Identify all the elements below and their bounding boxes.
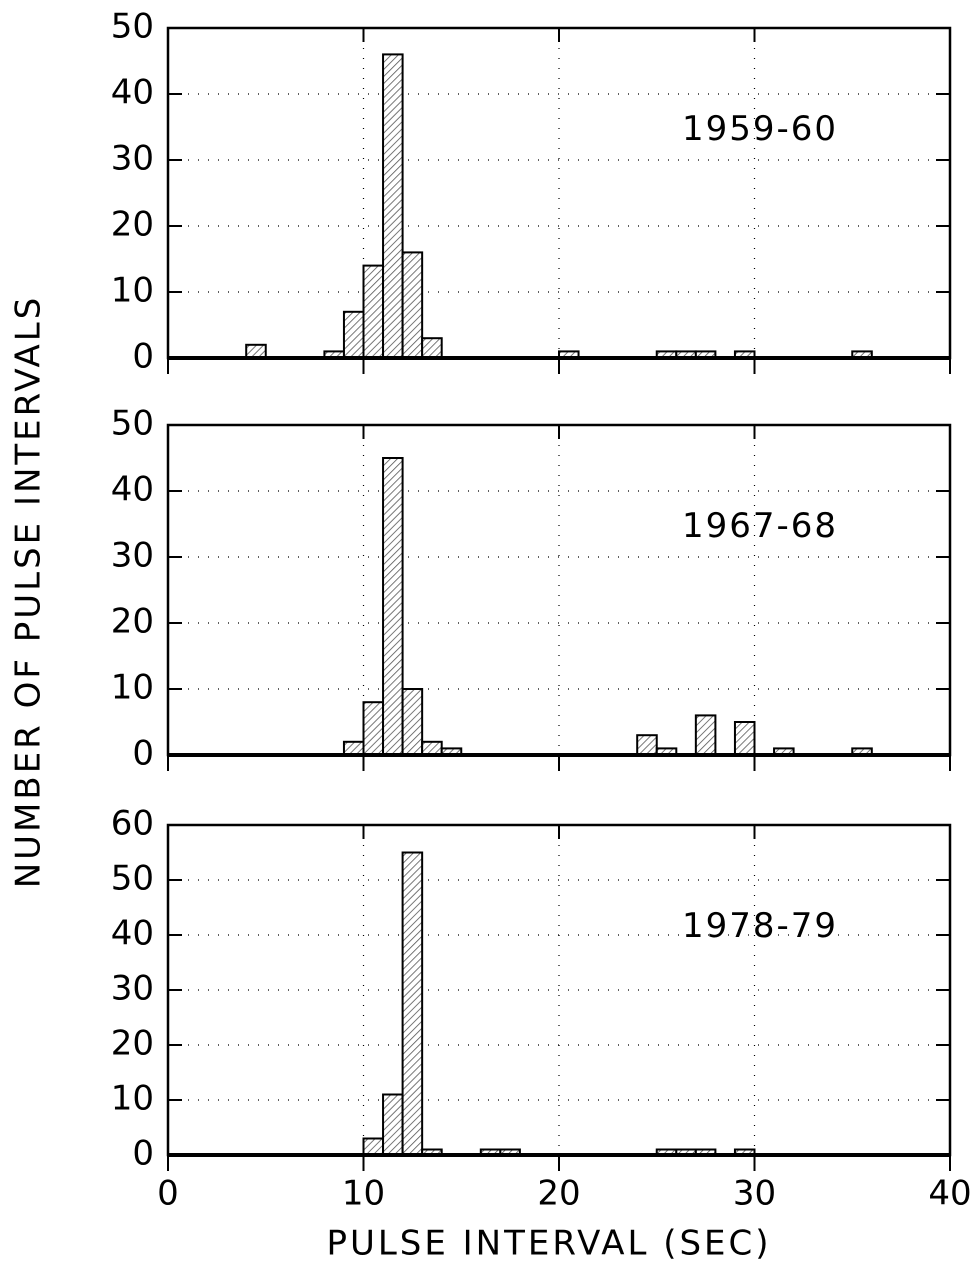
x-tick-label: 40 bbox=[928, 1174, 971, 1214]
panel-label: 1967-68 bbox=[682, 506, 838, 546]
y-tick-label: 50 bbox=[111, 404, 154, 444]
y-tick-label: 40 bbox=[111, 73, 154, 113]
y-tick-label: 40 bbox=[111, 470, 154, 510]
bar bbox=[382, 53, 404, 360]
panel-label: 1959-60 bbox=[682, 109, 838, 149]
y-tick-label: 20 bbox=[111, 1024, 154, 1064]
x-tick-label: 30 bbox=[733, 1174, 776, 1214]
y-tick-label: 60 bbox=[111, 804, 154, 844]
y-tick-label: 0 bbox=[132, 734, 154, 774]
y-tick-label: 10 bbox=[111, 1079, 154, 1119]
bar bbox=[362, 701, 385, 757]
panel-label: 1978-79 bbox=[682, 906, 838, 946]
y-tick-label: 50 bbox=[111, 859, 154, 899]
bar bbox=[694, 714, 717, 757]
y-tick-label: 10 bbox=[111, 271, 154, 311]
bar bbox=[733, 721, 756, 756]
bar bbox=[362, 1137, 385, 1156]
bar bbox=[401, 251, 424, 359]
y-tick-label: 50 bbox=[111, 7, 154, 47]
bar bbox=[636, 734, 658, 757]
y-tick-label: 30 bbox=[111, 969, 154, 1009]
y-tick-label: 30 bbox=[111, 139, 154, 179]
x-tick-label: 0 bbox=[157, 1174, 179, 1214]
x-tick-label: 10 bbox=[342, 1174, 385, 1214]
y-tick-label: 40 bbox=[111, 914, 154, 954]
bar bbox=[382, 1093, 404, 1156]
bar bbox=[342, 310, 365, 359]
y-tick-label: 10 bbox=[111, 668, 154, 708]
y-tick-label: 20 bbox=[111, 205, 154, 245]
bar bbox=[382, 457, 404, 756]
bar bbox=[401, 688, 424, 756]
bar bbox=[421, 337, 443, 360]
bar bbox=[401, 851, 424, 1156]
y-tick-label: 20 bbox=[111, 602, 154, 642]
y-tick-label: 30 bbox=[111, 536, 154, 576]
y-axis-label: NUMBER OF PULSE INTERVALS bbox=[9, 295, 49, 889]
y-tick-label: 0 bbox=[132, 337, 154, 377]
bar bbox=[362, 264, 385, 360]
x-tick-label: 20 bbox=[537, 1174, 580, 1214]
x-axis-label: PULSE INTERVAL (SEC) bbox=[326, 1224, 771, 1264]
y-tick-label: 0 bbox=[132, 1134, 154, 1174]
